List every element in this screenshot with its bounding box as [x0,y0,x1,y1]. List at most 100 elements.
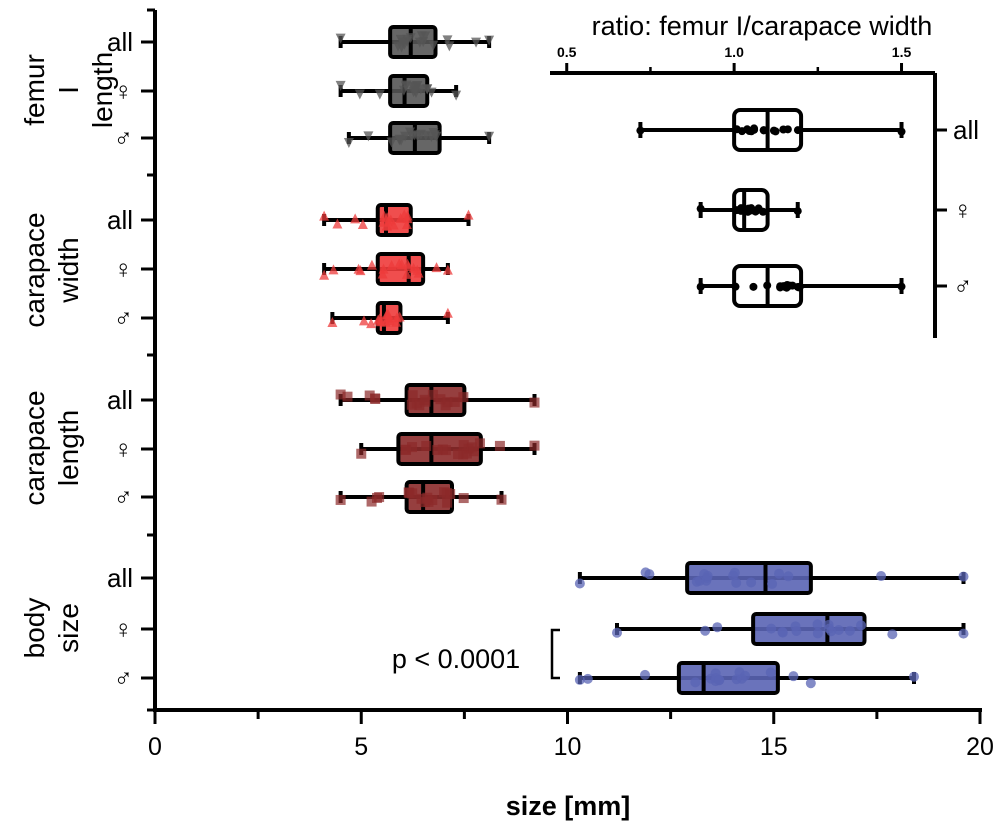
data-point [734,667,745,678]
data-point [363,131,374,142]
data-point [897,127,906,136]
group-label-line: length [53,410,84,486]
data-point [582,673,593,684]
data-point [374,492,385,503]
data-point [529,397,540,408]
data-point [458,440,469,451]
data-point [401,218,412,229]
data-point [732,125,741,134]
row-label-body-size-all: all [107,563,133,593]
data-point [406,399,417,410]
data-point [574,578,585,589]
data-point [410,85,421,96]
data-point [451,90,462,101]
row-label-body-size-female: ♀ [114,614,134,644]
ratio-inset-plot: 0.5 1.0 1.5 all ♀ ♂ [550,44,979,338]
data-point [370,393,381,404]
data-point [405,33,416,44]
data-point [812,628,823,639]
data-point [357,218,368,229]
inset-title: ratio: femur I/carapace width [592,11,933,41]
data-point [749,282,758,291]
data-point [380,316,391,327]
data-point [793,207,802,216]
data-point [356,448,367,459]
data-point [958,628,969,639]
data-point [444,41,455,52]
data-point [388,219,399,230]
data-point [420,31,431,42]
data-point [823,619,834,630]
data-point [400,81,411,92]
data-point [335,389,346,400]
data-point [407,442,418,453]
data-point [427,389,438,400]
row-label-carapace-width-female: ♀ [114,254,134,284]
data-point [612,627,622,638]
data-point [429,130,440,141]
row-label-femur-i-length-all: all [107,27,133,57]
data-point [769,126,778,135]
data-point [332,218,343,229]
data-point [428,40,439,51]
group-label-carapace-length: carapace length [19,390,84,505]
data-point [353,263,364,274]
data-point [788,671,799,682]
group-label-line: I [53,86,84,94]
data-point [391,312,402,323]
row-label-carapace-length-female: ♀ [114,434,134,464]
data-point [731,577,742,588]
data-point [449,396,460,407]
data-point [359,315,370,326]
x-tick-label: 15 [760,733,788,761]
x-tick-label: 10 [554,733,582,761]
data-point [783,571,794,582]
data-point [747,204,756,213]
data-point [636,126,645,135]
group-label-line: size [53,603,84,653]
data-point [319,269,330,280]
data-point [909,671,919,682]
data-point [794,283,803,292]
data-point [833,624,844,635]
data-point [402,210,413,221]
inset-x-tick-label: 0.5 [557,44,577,60]
data-point [574,674,585,685]
row-label-carapace-length-all: all [107,385,133,415]
data-point [812,619,823,630]
data-point [746,577,757,588]
data-point [342,391,353,402]
inset-row-label-female: ♀ [953,195,973,225]
data-point [791,625,802,636]
data-point [378,216,389,227]
data-point [644,569,655,580]
data-point [747,127,756,136]
row-label-body-size-male: ♂ [114,663,134,693]
data-point [422,84,433,95]
data-point [856,620,867,631]
data-point [354,89,365,100]
data-point [386,260,397,271]
row-label-carapace-width-male: ♂ [114,303,134,333]
data-point [731,282,740,291]
data-point [407,131,418,142]
data-point [373,314,384,325]
data-point [494,440,505,451]
data-point [393,41,404,52]
data-point [484,35,495,46]
data-point [414,37,425,48]
row-label-carapace-length-male: ♂ [114,482,134,512]
data-point [335,80,346,91]
data-point [442,307,453,318]
group-label-line: width [53,237,84,303]
p-value-annotation: p < 0.0001 [392,644,520,674]
data-point [378,263,389,274]
data-point [702,570,713,581]
data-point [350,213,361,224]
data-point [529,440,540,451]
data-point [396,135,407,146]
data-point [844,625,855,636]
data-point [343,138,354,149]
